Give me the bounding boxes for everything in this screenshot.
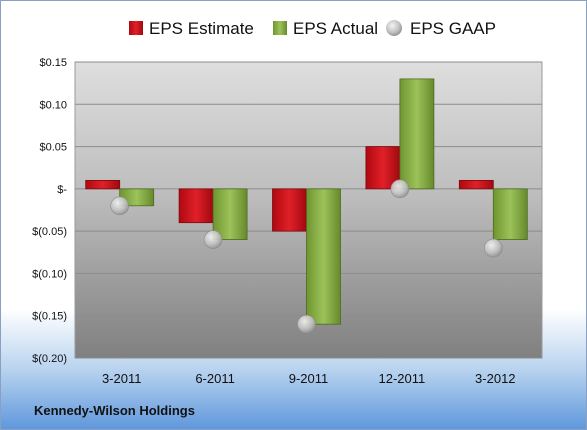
legend: EPS Estimate EPS Actual EPS GAAP: [129, 19, 496, 38]
bar-eps-actual: [492, 188, 528, 241]
y-tick-label: $0.15: [39, 57, 67, 69]
bar-eps-actual: [399, 78, 435, 190]
y-tick-label: $(0.15): [32, 311, 67, 323]
marker-eps-gaap: [390, 179, 410, 199]
gaap-markers: [110, 179, 503, 334]
bar-eps-estimate: [272, 188, 307, 232]
y-tick-label: $(0.10): [32, 268, 67, 280]
y-tick-label: $0.10: [39, 99, 67, 111]
x-tick-label: 9-2011: [289, 371, 329, 386]
x-tick-label: 3-2012: [475, 371, 515, 386]
bar-eps-actual: [306, 188, 341, 325]
x-tick-label: 12-2011: [379, 371, 426, 386]
marker-eps-gaap: [203, 230, 223, 249]
bar-eps-estimate: [178, 188, 214, 224]
x-tick-label: 6-2011: [195, 371, 235, 386]
company-name: Kennedy-Wilson Holdings: [34, 403, 195, 418]
y-tick-label: $0.05: [39, 142, 67, 154]
legend-label-actual: EPS Actual: [293, 19, 378, 38]
marker-eps-gaap: [110, 196, 129, 216]
y-axis-ticks: $0.15 $0.10 $0.05 $- $(0.05) $(0.10) $(0.15) $(…: [32, 57, 67, 365]
legend-label-estimate: EPS Estimate: [149, 19, 254, 38]
legend-swatch-gaap: [386, 20, 402, 36]
marker-eps-gaap: [483, 238, 503, 258]
legend-label-gaap: EPS GAAP: [410, 19, 496, 38]
marker-eps-gaap: [297, 314, 316, 334]
bar-eps-estimate: [85, 179, 121, 190]
legend-swatch-estimate: [129, 21, 143, 35]
y-tick-label: $(0.20): [32, 353, 67, 365]
y-tick-label: $(0.05): [32, 226, 67, 238]
x-axis-ticks: 3-2011 6-2011 9-2011 12-2011 3-2012: [102, 371, 516, 386]
bar-eps-actual: [212, 188, 248, 241]
bar-eps-estimate: [458, 179, 494, 190]
x-tick-label: 3-2011: [102, 371, 142, 386]
bars: [85, 78, 528, 325]
legend-swatch-actual: [273, 21, 287, 35]
y-tick-label: $-: [57, 184, 67, 196]
